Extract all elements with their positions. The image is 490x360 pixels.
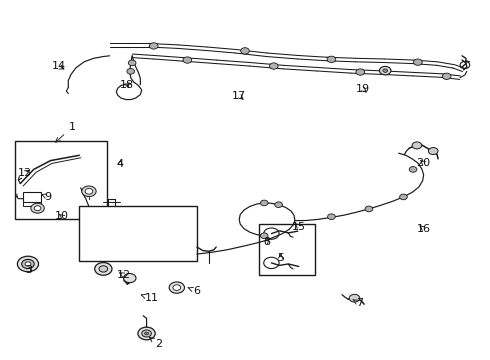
Circle shape	[356, 69, 365, 75]
Bar	[79, 206, 197, 261]
Circle shape	[349, 294, 360, 302]
Circle shape	[31, 203, 44, 213]
Circle shape	[25, 262, 31, 266]
Circle shape	[22, 259, 34, 269]
Circle shape	[17, 256, 39, 272]
Text: 4: 4	[117, 159, 123, 169]
Circle shape	[138, 327, 155, 340]
Circle shape	[275, 202, 282, 207]
Circle shape	[383, 69, 388, 72]
Bar	[23, 192, 41, 202]
Circle shape	[365, 206, 373, 212]
Text: 5: 5	[277, 253, 284, 263]
Text: 13: 13	[18, 168, 32, 178]
Circle shape	[414, 59, 422, 66]
Circle shape	[328, 214, 335, 220]
Text: 6: 6	[188, 286, 200, 296]
Circle shape	[327, 56, 336, 63]
Bar	[259, 224, 315, 275]
Circle shape	[442, 73, 451, 80]
Text: 8: 8	[263, 237, 270, 247]
Text: 2: 2	[149, 337, 162, 349]
Circle shape	[127, 68, 135, 74]
Text: 15: 15	[292, 221, 306, 231]
Text: 17: 17	[232, 91, 246, 101]
Text: 16: 16	[416, 224, 431, 234]
Text: 19: 19	[356, 84, 370, 94]
Text: 3: 3	[25, 265, 32, 275]
Text: 9: 9	[42, 192, 51, 202]
Circle shape	[82, 186, 96, 197]
Circle shape	[169, 282, 185, 293]
Bar	[16, 141, 107, 219]
Text: 18: 18	[120, 80, 134, 90]
Circle shape	[149, 43, 158, 49]
Circle shape	[379, 66, 391, 75]
Text: 14: 14	[51, 62, 66, 71]
Circle shape	[260, 200, 268, 206]
Circle shape	[409, 167, 417, 172]
Circle shape	[123, 274, 136, 283]
Circle shape	[428, 148, 438, 154]
Circle shape	[270, 63, 278, 69]
Circle shape	[241, 48, 249, 54]
Circle shape	[99, 266, 108, 272]
Bar	[23, 202, 41, 206]
Circle shape	[128, 60, 136, 66]
Circle shape	[95, 262, 112, 275]
Circle shape	[260, 233, 268, 239]
Text: 10: 10	[54, 211, 69, 221]
Text: 7: 7	[353, 298, 363, 309]
Circle shape	[85, 189, 93, 194]
Circle shape	[34, 206, 41, 211]
Text: 12: 12	[117, 270, 131, 280]
Text: 11: 11	[141, 293, 158, 303]
Circle shape	[400, 194, 407, 200]
Circle shape	[142, 330, 151, 337]
Circle shape	[412, 142, 422, 149]
Text: 1: 1	[56, 122, 75, 142]
Text: 20: 20	[416, 158, 431, 168]
Circle shape	[145, 332, 148, 335]
Circle shape	[173, 285, 181, 291]
Circle shape	[183, 57, 192, 63]
